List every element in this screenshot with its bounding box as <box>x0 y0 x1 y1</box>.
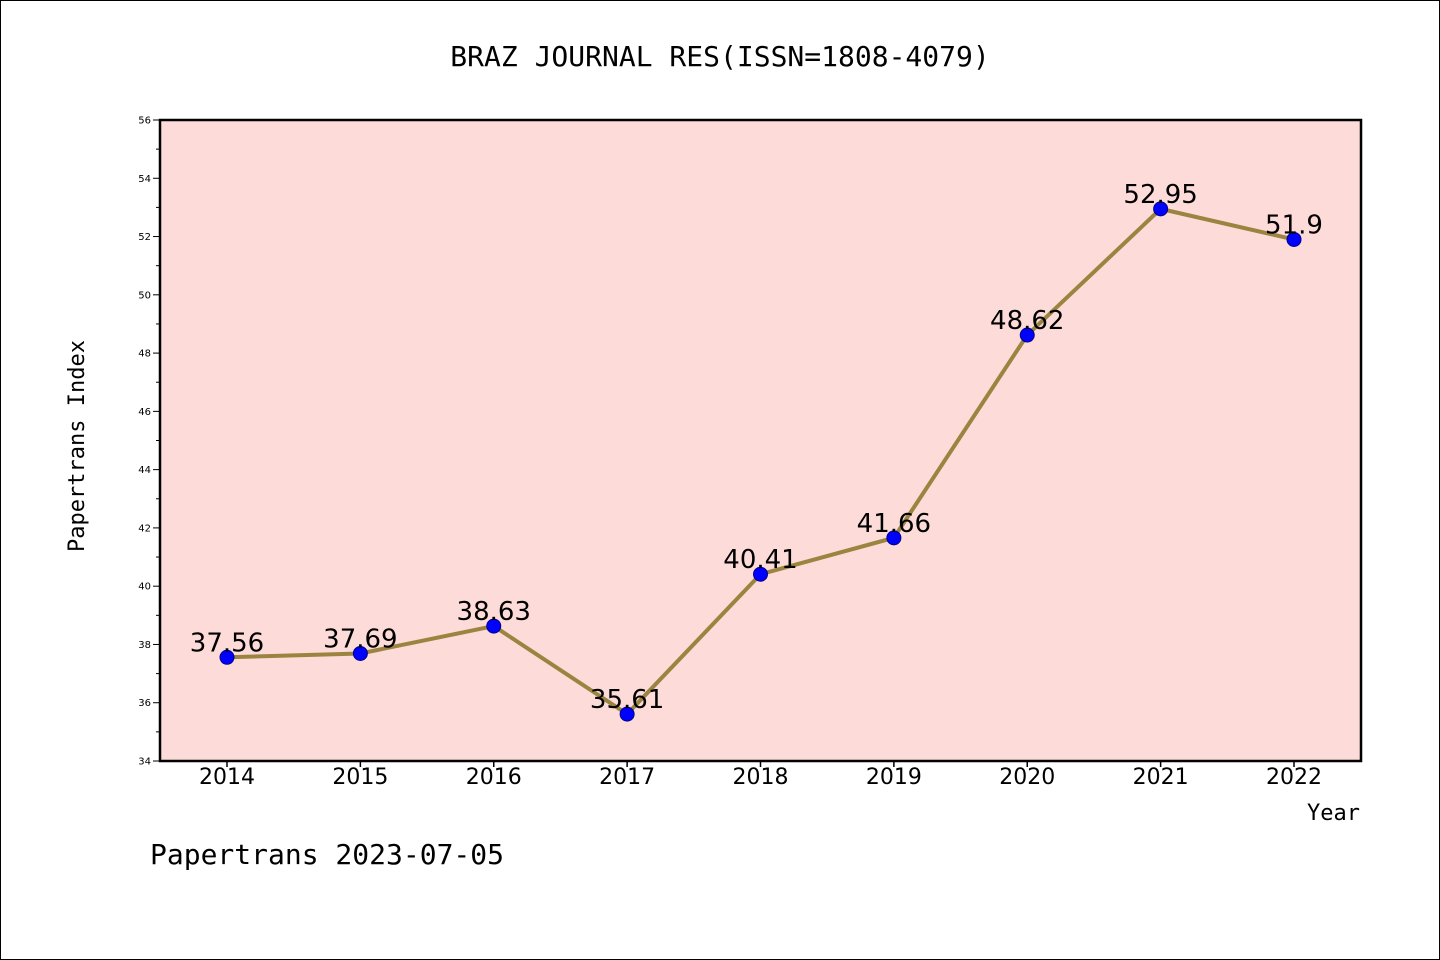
y-tick-label: 50 <box>138 290 151 301</box>
data-point <box>486 618 502 634</box>
data-label: 35.61 <box>590 685 664 715</box>
y-tick-label: 38 <box>138 640 151 651</box>
data-label: 40.41 <box>723 545 797 575</box>
data-point <box>619 706 635 722</box>
x-tick-label: 2014 <box>199 765 255 790</box>
data-label: 41.66 <box>857 509 931 539</box>
data-point <box>886 530 902 546</box>
plot-area <box>158 118 1363 763</box>
data-label: 38.63 <box>457 597 531 627</box>
x-tick-label: 2021 <box>1133 765 1189 790</box>
x-axis-label: Year <box>1307 801 1360 826</box>
y-tick-label: 40 <box>138 582 151 593</box>
data-label: 37.56 <box>190 628 264 658</box>
data-label: 51.9 <box>1265 210 1323 240</box>
data-point <box>219 649 235 665</box>
data-label: 52.95 <box>1123 180 1197 210</box>
data-labels: 37.56 37.69 38.63 35.61 40.41 41.66 48.62 52.95… <box>190 180 1323 715</box>
y-tick-label: 42 <box>138 523 151 534</box>
x-tick-label: 2022 <box>1266 765 1322 790</box>
y-tick-label: 34 <box>138 757 151 768</box>
x-tick-label: 2019 <box>866 765 922 790</box>
y-tick-label: 36 <box>138 698 151 709</box>
x-axis: 2014 2015 2016 2017 2018 2019 2020 2021 2022 <box>199 761 1322 790</box>
chart-title: BRAZ JOURNAL RES(ISSN=1808-4079) <box>450 40 989 73</box>
x-tick-label: 2017 <box>599 765 655 790</box>
data-point <box>1019 327 1035 343</box>
footer-text: Papertrans 2023-07-05 <box>150 838 504 871</box>
y-axis: 34 36 38 40 42 44 46 48 50 52 54 56 <box>138 116 160 768</box>
data-label: 37.69 <box>323 624 397 654</box>
y-tick-label: 54 <box>138 174 151 185</box>
y-tick-label: 48 <box>138 349 151 360</box>
data-point <box>753 566 768 582</box>
x-tick-label: 2020 <box>999 765 1055 790</box>
y-tick-label: 46 <box>138 407 151 418</box>
data-point <box>1153 201 1169 217</box>
data-label: 48.62 <box>990 306 1064 336</box>
data-point <box>352 645 368 661</box>
x-tick-label: 2018 <box>733 765 789 790</box>
x-tick-label: 2016 <box>466 765 522 790</box>
data-markers <box>219 201 1302 722</box>
x-tick-label: 2015 <box>332 765 388 790</box>
y-tick-label: 52 <box>138 232 151 243</box>
data-point <box>1286 231 1302 247</box>
y-axis-label: Papertrans Index <box>65 340 90 552</box>
y-tick-label: 56 <box>138 116 151 127</box>
y-tick-label: 44 <box>138 465 151 476</box>
